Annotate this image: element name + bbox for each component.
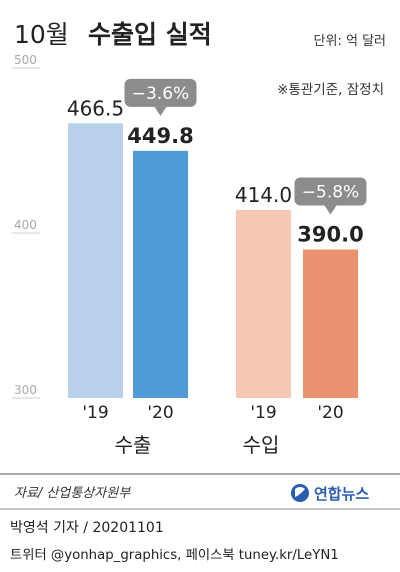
bar-labels: 466.5 '19 449.8 '20 수출 414.0 '19 390.0 '20 수입 [67, 96, 364, 457]
social-label: 트위터 @yonhap_graphics, 페이스북 tuney.kr/LeYN… [10, 547, 339, 563]
change-badge-bg [124, 78, 197, 107]
yonhap-logo: 연합뉴스 [291, 484, 369, 503]
y-tick-label: 400 [14, 218, 37, 232]
y-tick-label: 500 [14, 53, 37, 67]
x-tick-label: '19 [82, 403, 108, 423]
bar-value-label: 466.5 [67, 96, 124, 120]
chart-title: 수출입 실적 [88, 20, 212, 49]
note-label: ※통관기준, 잠정치 [277, 82, 384, 98]
change-badge-text: −5.8% [302, 183, 359, 203]
bar-value-label: 414.0 [235, 183, 292, 207]
y-tick-label: 300 [14, 383, 37, 397]
change-badge-pointer [324, 205, 337, 215]
x-tick-label: '19 [250, 403, 276, 423]
bars [68, 123, 358, 399]
bar-value-label: 390.0 [297, 223, 363, 247]
yonhap-logo-mark [295, 487, 305, 497]
change-badge-pointer [154, 106, 167, 116]
change-badge: −3.6% [124, 78, 197, 116]
bar-0-0 [68, 123, 123, 399]
bar-1-1 [303, 249, 358, 398]
y-axis: 500 400 300 [12, 53, 40, 399]
group-label: 수출 [115, 433, 152, 457]
chart-title-prefix: 10월 [14, 20, 69, 49]
source-label: 자료/ 산업통상자원부 [14, 486, 131, 501]
unit-label: 단위: 억 달러 [314, 34, 386, 49]
logo-text: 연합뉴스 [314, 485, 369, 503]
change-badge: −5.8% [294, 177, 367, 215]
change-badges: −3.6% −5.8% [124, 78, 367, 215]
bar-0-1 [133, 150, 188, 398]
reporter-label: 박영석 기자 / 20201101 [10, 520, 164, 536]
bar-1-0 [236, 209, 291, 398]
bar-value-label: 449.8 [127, 124, 193, 148]
change-badge-bg [294, 177, 367, 206]
group-label: 수입 [243, 433, 280, 457]
change-badge-text: −3.6% [132, 84, 189, 104]
x-tick-label: '20 [317, 403, 343, 423]
x-tick-label: '20 [147, 403, 173, 423]
